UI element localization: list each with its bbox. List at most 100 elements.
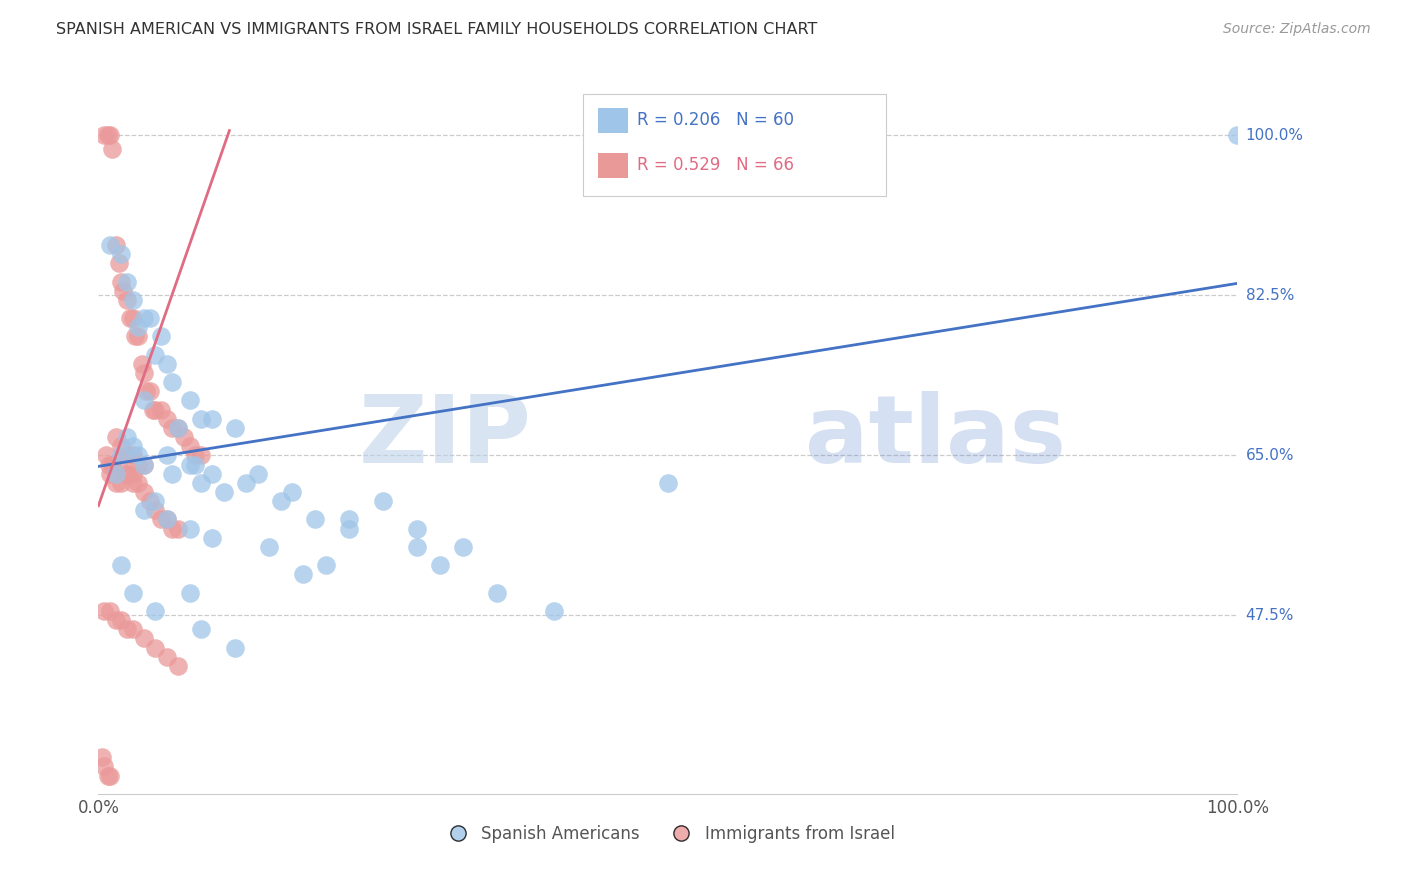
Point: [190, 475, 212, 490]
Point: [179, 522, 201, 536]
Point: [121, 311, 143, 326]
Point: [429, 558, 451, 573]
Point: [145, 348, 167, 362]
Point: [337, 522, 360, 536]
Point: [132, 393, 155, 408]
Point: [145, 640, 167, 655]
Point: [98, 238, 121, 252]
Point: [167, 522, 190, 536]
Point: [121, 475, 143, 490]
Point: [162, 421, 184, 435]
Point: [112, 284, 135, 298]
Point: [1226, 128, 1249, 143]
Point: [371, 494, 394, 508]
Point: [135, 384, 157, 399]
Point: [156, 449, 179, 463]
Point: [132, 503, 155, 517]
Point: [104, 613, 127, 627]
Legend: Spanish Americans, Immigrants from Israel: Spanish Americans, Immigrants from Israe…: [434, 819, 901, 850]
Point: [150, 402, 173, 417]
Point: [110, 275, 132, 289]
Point: [145, 604, 167, 618]
Point: [212, 485, 235, 500]
Point: [138, 494, 160, 508]
Text: R = 0.206   N = 60: R = 0.206 N = 60: [637, 112, 794, 129]
Point: [156, 411, 179, 425]
Point: [173, 430, 195, 444]
Point: [93, 128, 115, 143]
Point: [121, 293, 143, 307]
Point: [115, 467, 138, 481]
Point: [98, 128, 121, 143]
Point: [132, 366, 155, 380]
Point: [108, 256, 131, 270]
Text: ZIP: ZIP: [359, 391, 531, 483]
Point: [150, 512, 173, 526]
Point: [145, 402, 167, 417]
Point: [101, 458, 124, 472]
Point: [259, 540, 281, 554]
Point: [315, 558, 337, 573]
Point: [98, 467, 121, 481]
Point: [179, 439, 201, 453]
Point: [132, 458, 155, 472]
Point: [104, 238, 127, 252]
Point: [121, 467, 143, 481]
Point: [184, 449, 207, 463]
Point: [543, 604, 565, 618]
Point: [93, 604, 115, 618]
Point: [179, 458, 201, 472]
Point: [292, 567, 315, 582]
Point: [104, 430, 127, 444]
Point: [162, 467, 184, 481]
Text: 47.5%: 47.5%: [1246, 608, 1294, 623]
Point: [156, 357, 179, 371]
Point: [190, 449, 212, 463]
Point: [90, 750, 112, 764]
Point: [201, 411, 224, 425]
Point: [156, 512, 179, 526]
Point: [93, 759, 115, 773]
Text: atlas: atlas: [804, 391, 1066, 483]
Point: [132, 458, 155, 472]
Point: [184, 458, 207, 472]
Point: [124, 329, 146, 343]
Point: [150, 329, 173, 343]
Point: [162, 375, 184, 389]
Point: [96, 768, 118, 782]
Point: [132, 632, 155, 646]
Point: [138, 384, 160, 399]
Point: [108, 458, 131, 472]
Point: [121, 449, 143, 463]
Point: [97, 458, 120, 472]
Point: [96, 128, 118, 143]
Point: [167, 421, 190, 435]
Point: [224, 421, 246, 435]
Point: [121, 622, 143, 636]
Text: Source: ZipAtlas.com: Source: ZipAtlas.com: [1223, 22, 1371, 37]
Point: [110, 613, 132, 627]
Point: [98, 604, 121, 618]
Text: 65.0%: 65.0%: [1246, 448, 1294, 463]
Point: [162, 522, 184, 536]
Text: SPANISH AMERICAN VS IMMIGRANTS FROM ISRAEL FAMILY HOUSEHOLDS CORRELATION CHART: SPANISH AMERICAN VS IMMIGRANTS FROM ISRA…: [56, 22, 818, 37]
Point: [96, 449, 118, 463]
Text: 82.5%: 82.5%: [1246, 288, 1294, 302]
Point: [127, 458, 149, 472]
Text: 100.0%: 100.0%: [1246, 128, 1303, 143]
Point: [110, 449, 132, 463]
Point: [110, 439, 132, 453]
Point: [304, 512, 326, 526]
Point: [127, 475, 149, 490]
Point: [657, 475, 679, 490]
Point: [98, 768, 121, 782]
Point: [138, 311, 160, 326]
Point: [406, 522, 429, 536]
Point: [115, 622, 138, 636]
Point: [201, 531, 224, 545]
Point: [110, 247, 132, 261]
Point: [104, 475, 127, 490]
Point: [115, 275, 138, 289]
Text: R = 0.529   N = 66: R = 0.529 N = 66: [637, 156, 794, 174]
Point: [337, 512, 360, 526]
